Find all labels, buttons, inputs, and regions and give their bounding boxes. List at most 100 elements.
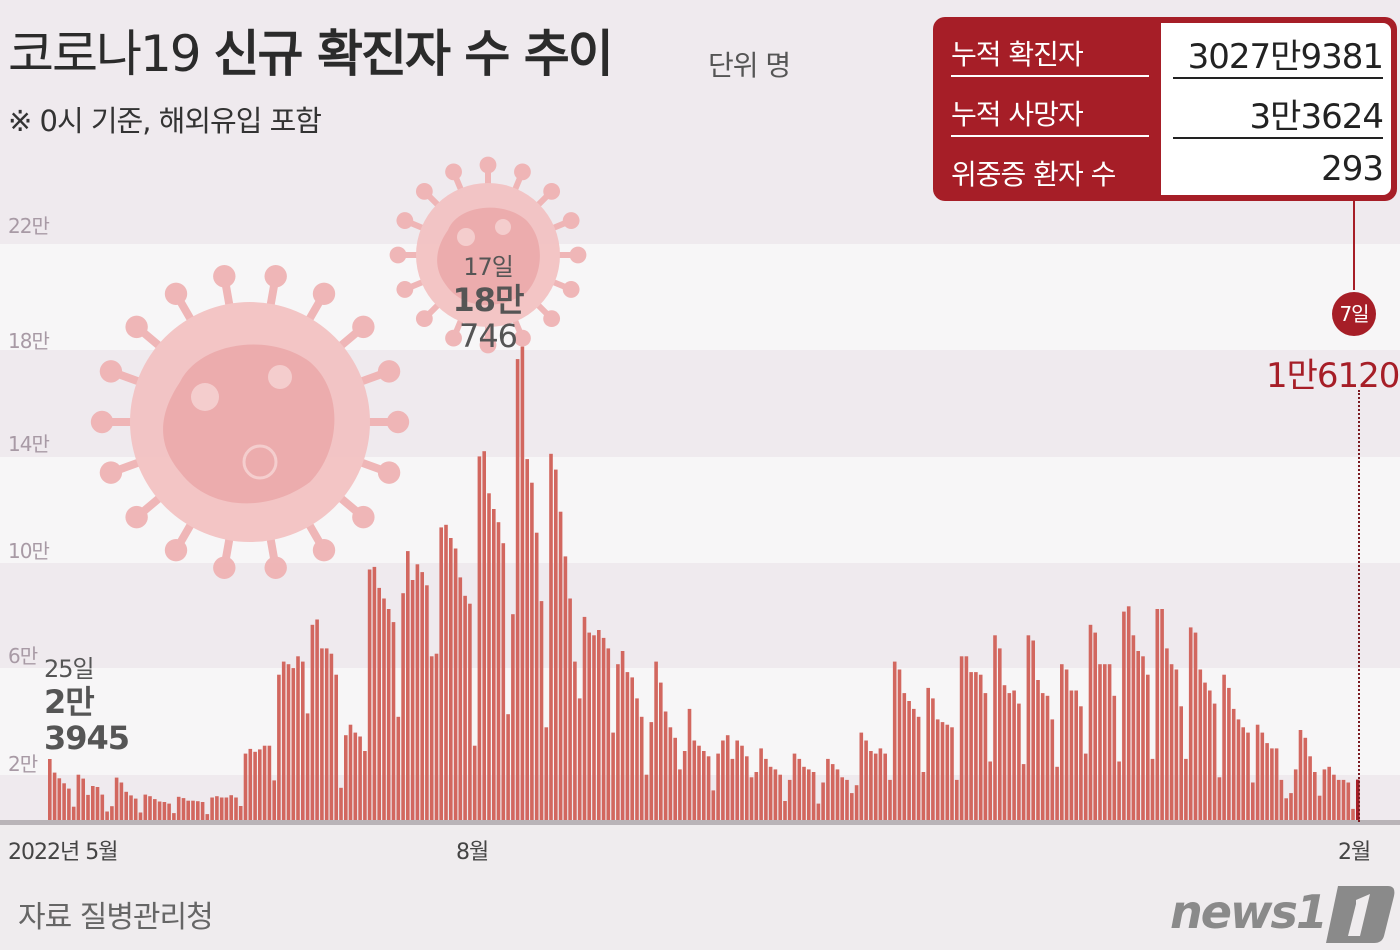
bar — [1155, 609, 1160, 822]
bar — [482, 451, 486, 822]
latest-day-badge: 7일 — [1332, 292, 1376, 336]
bar — [1313, 772, 1317, 822]
bar — [153, 799, 157, 822]
bar — [811, 772, 816, 822]
bar — [1165, 648, 1169, 822]
bar — [711, 790, 716, 822]
bar — [238, 806, 243, 822]
bar — [773, 769, 778, 822]
bar — [549, 453, 553, 822]
bar — [401, 593, 405, 822]
bar — [840, 777, 844, 822]
bar — [759, 748, 763, 822]
bar — [558, 511, 563, 822]
bar — [324, 648, 329, 822]
bar — [663, 711, 668, 822]
bar — [1356, 779, 1360, 822]
divider — [1173, 77, 1383, 79]
stats-label: 누적 확진자 — [951, 38, 1084, 71]
bar — [286, 664, 291, 822]
bar — [878, 748, 883, 822]
bar — [515, 359, 520, 822]
bar — [100, 794, 105, 822]
bar — [735, 740, 739, 822]
y-tick-label: 14만 — [8, 432, 50, 456]
bar — [554, 469, 558, 822]
bar — [601, 637, 606, 822]
bar — [234, 797, 238, 822]
bar — [406, 551, 410, 822]
bar — [262, 745, 267, 822]
bar — [611, 732, 615, 822]
bar — [1179, 706, 1183, 822]
annotation-peak-value1: 18만 — [452, 280, 525, 319]
bar — [897, 669, 902, 822]
bar — [659, 682, 663, 822]
bar — [1317, 795, 1322, 822]
annotation-start-day: 25일 — [44, 655, 95, 683]
bar — [534, 532, 539, 822]
bar — [372, 566, 377, 822]
bar — [167, 803, 171, 822]
bar — [1184, 758, 1188, 822]
bar — [1131, 635, 1136, 822]
bar — [625, 672, 630, 822]
bar — [1126, 606, 1131, 822]
bar — [682, 751, 687, 822]
bar — [916, 716, 921, 822]
annotation-start-value2: 3945 — [44, 719, 130, 758]
stats-row-critical-patients: 위중증 환자 수 293 — [933, 143, 1397, 201]
bar — [630, 677, 634, 822]
bar — [721, 740, 725, 822]
bar — [520, 346, 525, 822]
bar — [138, 812, 143, 822]
annotation-start-value1: 2만 — [44, 682, 95, 721]
bar — [907, 701, 911, 822]
bar — [1298, 730, 1303, 822]
bar — [224, 797, 229, 822]
bar — [787, 779, 792, 822]
x-axis-line — [0, 820, 1400, 825]
bar — [1346, 782, 1351, 822]
bar — [692, 740, 697, 822]
bar — [348, 724, 353, 822]
bar — [697, 745, 701, 822]
bar — [71, 806, 76, 822]
y-tick-label: 6만 — [8, 644, 38, 668]
bar — [1270, 748, 1274, 822]
bar — [573, 661, 577, 822]
bar — [935, 719, 940, 822]
bar — [1117, 761, 1121, 822]
bar — [821, 782, 825, 822]
bar — [926, 687, 930, 822]
divider — [951, 75, 1149, 77]
bar — [344, 735, 348, 822]
bar — [1212, 703, 1217, 822]
bar — [568, 598, 572, 822]
title-main: 신규 확진자 수 추이 — [213, 25, 614, 83]
y-tick-label: 10만 — [8, 539, 50, 563]
bar — [974, 672, 978, 822]
bar — [1112, 695, 1117, 822]
unit-label: 단위 명 — [708, 49, 791, 82]
bar — [1332, 774, 1336, 822]
bar — [477, 456, 482, 822]
bar — [301, 661, 305, 822]
bar — [1017, 703, 1021, 822]
bar — [716, 753, 720, 822]
bar — [730, 758, 735, 822]
bar — [110, 806, 114, 822]
bar — [1093, 632, 1097, 822]
bar — [969, 672, 973, 822]
bar — [702, 751, 706, 822]
bar — [1241, 727, 1245, 822]
stats-label: 위중증 환자 수 — [951, 158, 1116, 191]
bar — [978, 674, 983, 822]
news1-logo-icon: news1 — [1170, 885, 1395, 943]
bar — [783, 801, 787, 822]
bar — [1260, 732, 1265, 822]
bar — [706, 756, 711, 823]
stats-value: 3만3624 — [1249, 97, 1384, 137]
bar — [869, 751, 873, 822]
bar — [86, 794, 90, 822]
